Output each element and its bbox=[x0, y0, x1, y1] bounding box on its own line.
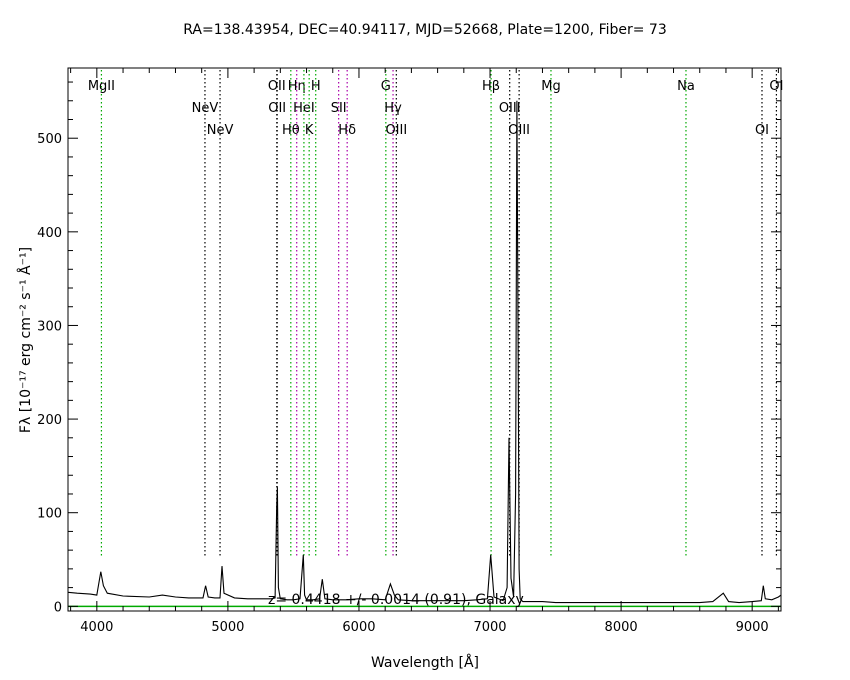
spectral-line-label-20: OI bbox=[755, 123, 769, 138]
y-tick-label-1: 100 bbox=[37, 507, 62, 522]
x-tick-label-2: 6000 bbox=[342, 620, 375, 635]
y-tick-label-2: 200 bbox=[37, 413, 62, 428]
spectral-line-label-19: Na bbox=[677, 79, 695, 94]
spectral-line-label-5: Hθ bbox=[282, 123, 300, 138]
axis-ticks: 4000 5000 6000 7000 8000 9000 0 100 200 300 400 500 bbox=[37, 68, 781, 635]
spectral-line-label-15: Hβ bbox=[482, 79, 500, 94]
plot-frame bbox=[67, 67, 782, 612]
spectral-line-label-6: Hη bbox=[288, 79, 306, 94]
spectral-line-label-14: OIII bbox=[385, 123, 407, 138]
spectral-line-label-18: Mg bbox=[541, 79, 560, 94]
x-tick-label-1: 5000 bbox=[211, 620, 244, 635]
x-axis-title: Wavelength [Å] bbox=[371, 654, 479, 671]
y-tick-label-5: 500 bbox=[37, 132, 62, 147]
x-tick-label-3: 7000 bbox=[473, 620, 506, 635]
spectral-line-label-16: OIII bbox=[499, 101, 521, 116]
chart-title: RA=138.43954, DEC=40.94117, MJD=52668, P… bbox=[183, 22, 667, 38]
spectral-line-label-10: SII bbox=[331, 101, 347, 116]
x-tick-label-0: 4000 bbox=[80, 620, 113, 635]
spectral-lines: MgIINeVNeVOIIOIIHθHηHeIKHSIIHδGHγOIIIHβO… bbox=[88, 70, 783, 558]
spectral-line-label-17: OIII bbox=[508, 123, 530, 138]
spectral-line-label-7: HeI bbox=[293, 101, 315, 116]
spectral-line-label-11: Hδ bbox=[338, 123, 356, 138]
spectral-line-label-4: OII bbox=[268, 101, 286, 116]
spectral-line-label-9: H bbox=[311, 79, 321, 94]
spectral-line-label-21: OI bbox=[769, 79, 783, 94]
x-tick-label-5: 9000 bbox=[736, 620, 769, 635]
spectral-line-label-2: NeV bbox=[207, 123, 234, 138]
redshift-annotation: z= 0.4418 +/- 0.0014 (0.91), Galaxy bbox=[268, 592, 524, 608]
x-tick-label-4: 8000 bbox=[605, 620, 638, 635]
spectrum-series bbox=[67, 100, 782, 608]
y-tick-label-0: 0 bbox=[54, 600, 62, 615]
y-tick-label-3: 300 bbox=[37, 319, 62, 334]
spectral-line-label-13: Hγ bbox=[384, 101, 402, 116]
spectrum-line bbox=[67, 100, 782, 604]
spectral-line-label-0: MgII bbox=[88, 79, 115, 94]
spectral-line-label-12: G bbox=[381, 79, 391, 94]
y-tick-label-4: 400 bbox=[37, 226, 62, 241]
y-axis-title: Fλ [10⁻¹⁷ erg cm⁻² s⁻¹ Å⁻¹] bbox=[17, 247, 34, 433]
spectral-line-label-1: NeV bbox=[192, 101, 219, 116]
spectral-line-label-8: K bbox=[305, 123, 314, 138]
